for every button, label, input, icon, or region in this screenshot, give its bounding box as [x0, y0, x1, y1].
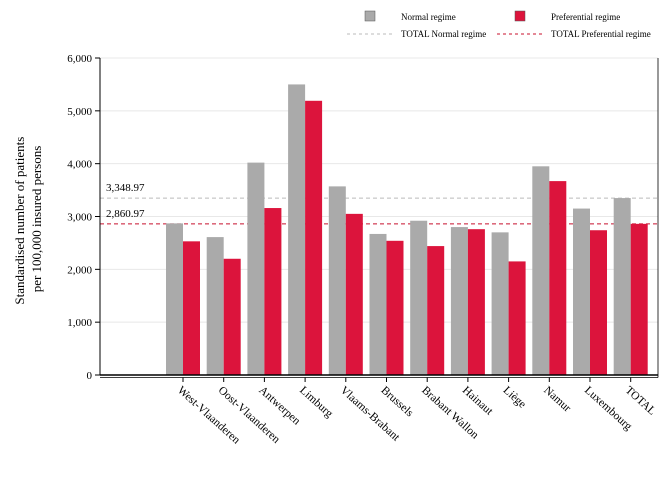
legend-swatch-preferential [514, 10, 526, 22]
x-axis-ticks: West-VlaanderenOost-VlaanderenAntwerpenL… [175, 377, 658, 447]
bar-normal [369, 233, 387, 375]
bar-preferential [386, 240, 404, 375]
bar-normal [166, 223, 183, 375]
x-tick-label: Limburg [297, 384, 335, 420]
bar-normal [573, 208, 590, 375]
x-tick-label: Hainaut [460, 384, 496, 418]
bar-preferential [427, 246, 445, 375]
legend-swatch-normal [364, 10, 376, 22]
legend-label-preferential: Preferential regime [551, 12, 620, 22]
bar-preferential [305, 100, 323, 376]
bar-preferential [590, 230, 607, 375]
bar-normal [450, 227, 468, 375]
y-tick-label: 6,000 [67, 53, 92, 65]
y-tick-label: 0 [87, 370, 93, 382]
y-tick-label: 5,000 [67, 106, 92, 118]
bar-normal [613, 198, 631, 375]
y-tick-label: 1,000 [67, 317, 92, 329]
y-tick-label: 2,000 [67, 264, 92, 276]
reference-line-label: 3,348.97 [106, 182, 145, 194]
y-axis-ticks: 0 1,000 2,000 3,000 4,000 5,000 6,000 [67, 53, 100, 382]
y-tick-label: 4,000 [67, 159, 92, 171]
y-axis-title-line-1: Standardised number of patients [12, 137, 27, 305]
bar-preferential [549, 181, 567, 375]
x-tick-label: Liège [501, 384, 528, 410]
x-tick-label: Brussels [378, 384, 415, 419]
bar-normal [288, 84, 306, 376]
reference-line-label: 2,860.97 [106, 208, 145, 220]
bar-preferential [508, 261, 526, 375]
bar-preferential [223, 258, 241, 375]
legend-label-total-normal: TOTAL Normal regime [401, 29, 486, 39]
bar-normal [410, 220, 428, 375]
bar-preferential [630, 223, 648, 375]
y-tick-label: 3,000 [67, 212, 92, 224]
legend: Normal regime Preferential regime TOTAL … [347, 10, 651, 39]
bar-preferential [345, 213, 363, 375]
bars [166, 84, 648, 376]
bar-normal [206, 237, 224, 375]
y-axis-title-line-2: per 100,000 insured persons [29, 146, 44, 293]
bar-normal [532, 166, 550, 375]
legend-label-total-preferential: TOTAL Preferential regime [551, 29, 651, 39]
bar-preferential [264, 208, 282, 375]
bar-normal [328, 186, 346, 375]
legend-label-normal: Normal regime [401, 12, 456, 22]
x-tick-label: TOTAL [623, 384, 658, 417]
bar-normal [247, 162, 265, 375]
bar-preferential [183, 241, 200, 375]
bar-preferential [467, 229, 485, 375]
y-axis-title: Standardised number of patients per 100,… [12, 133, 44, 304]
x-tick-label: Namur [541, 384, 573, 414]
bar-normal [491, 232, 509, 375]
